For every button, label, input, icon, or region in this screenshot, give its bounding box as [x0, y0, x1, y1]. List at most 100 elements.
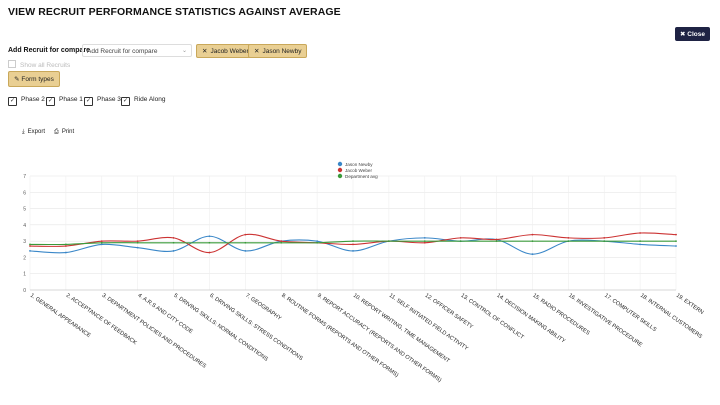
y-tick-label: 1 [23, 272, 26, 278]
data-point [423, 241, 426, 244]
data-point [459, 236, 462, 239]
x-tick-label: 15. RADIO PROCEDURES [531, 293, 590, 337]
y-tick-label: 3 [23, 239, 26, 245]
chart-series [29, 232, 677, 256]
y-tick-label: 2 [23, 255, 26, 261]
data-point [531, 240, 534, 243]
chip-label: Jason Newby [262, 48, 302, 55]
printer-icon: ⎙ [54, 129, 59, 135]
data-point [29, 243, 31, 246]
x-tick-label: 16. INVESTIGATIVE PROCEDURE [567, 293, 643, 349]
sliders-icon: ✎ [14, 76, 20, 83]
data-point [423, 236, 426, 239]
remove-chip-icon[interactable]: ✕ [202, 48, 208, 55]
legend-label[interactable]: Jacob Weber [345, 168, 372, 173]
ride-along-checkbox[interactable]: ✓ Ride Along [121, 96, 165, 106]
y-tick-label: 0 [23, 288, 26, 294]
data-point [531, 233, 534, 236]
phase-2-checkbox[interactable]: ✓ Phase 2 [8, 96, 45, 106]
x-tick-label: 2. ACCEPTANCE OF FEEDBACK [65, 293, 138, 347]
data-point [495, 240, 498, 243]
check-icon[interactable]: ✓ [121, 97, 130, 106]
data-point [567, 240, 570, 243]
close-button[interactable]: ✖ Close [675, 27, 710, 41]
data-point [531, 253, 534, 256]
phase-1-checkbox[interactable]: ✓ Phase 1 [46, 96, 83, 106]
y-tick-label: 7 [23, 174, 26, 180]
data-point [64, 245, 67, 247]
data-point [423, 240, 426, 243]
data-point [172, 250, 175, 252]
compare-select-value: Add Recruit for compare [87, 48, 158, 55]
data-point [208, 251, 211, 254]
data-point [459, 240, 462, 243]
data-point [316, 240, 319, 243]
data-point [29, 250, 31, 252]
data-point [352, 250, 354, 252]
data-point [280, 241, 283, 244]
print-button[interactable]: ⎙ Print [54, 129, 74, 136]
print-label: Print [61, 129, 75, 135]
chip-label: Jacob Weber [210, 48, 249, 55]
data-point [675, 240, 677, 243]
legend-label[interactable]: Department avg [345, 174, 378, 179]
phase-3-checkbox[interactable]: ✓ Phase 3 [84, 96, 121, 106]
export-button[interactable]: ⤓ Export [22, 129, 45, 136]
check-icon[interactable]: ✓ [8, 97, 17, 106]
data-point [136, 246, 139, 249]
phase-label: Phase 1 [59, 96, 83, 103]
y-axis: 0 1 2 3 4 5 6 7 [23, 174, 26, 294]
show-all-recruits-toggle[interactable]: Show all Recruits [8, 60, 70, 69]
recruit-compare-select[interactable]: Add Recruit for compare ⌄ [82, 44, 192, 57]
legend-marker[interactable] [337, 161, 343, 167]
data-point [100, 241, 103, 244]
form-types-button[interactable]: ✎ Form types [8, 71, 60, 87]
chip-jacob-weber[interactable]: ✕ Jacob Weber [196, 44, 255, 58]
chart-grid [29, 175, 677, 291]
legend-marker[interactable] [337, 167, 343, 173]
legend-label[interactable]: Jason Newby [345, 162, 373, 167]
chevron-down-icon: ⌄ [181, 48, 187, 54]
data-point [352, 243, 354, 246]
data-point [675, 233, 677, 236]
export-label: Export [27, 129, 45, 135]
form-types-label: Form types [21, 76, 54, 83]
data-point [136, 241, 139, 244]
page-title: VIEW RECRUIT PERFORMANCE STATISTICS AGAI… [8, 6, 341, 18]
checkbox[interactable] [8, 60, 16, 68]
x-tick-label: 7. GEOGRAPHY [244, 293, 282, 322]
chip-jason-newby[interactable]: ✕ Jason Newby [248, 44, 308, 58]
x-tick-label: 14. DECISION MAKING ABILITY [495, 293, 566, 345]
data-point [352, 240, 354, 243]
x-tick-label: 1. GENERAL APPEARANCE [29, 293, 92, 339]
check-icon[interactable]: ✓ [84, 97, 93, 106]
data-point [100, 240, 103, 243]
data-point [639, 232, 642, 234]
data-point [29, 245, 31, 247]
data-point [64, 251, 67, 254]
data-point [208, 235, 211, 238]
data-point [675, 245, 677, 247]
y-tick-label: 5 [23, 207, 26, 213]
x-icon: ✖ [680, 31, 686, 38]
data-point [280, 240, 283, 243]
download-icon: ⤓ [22, 129, 25, 135]
compare-label: Add Recruit for compare [8, 47, 91, 54]
data-point [244, 250, 247, 252]
phase-label: Phase 2 [21, 96, 45, 103]
data-point [567, 236, 570, 239]
data-point [387, 240, 390, 243]
data-point [316, 241, 319, 244]
data-point [603, 240, 606, 243]
x-tick-label: 19. EXTERN [675, 293, 705, 316]
remove-chip-icon[interactable]: ✕ [254, 48, 260, 55]
data-point [100, 243, 103, 246]
check-icon[interactable]: ✓ [46, 97, 55, 106]
legend-marker[interactable] [337, 173, 343, 179]
close-button-label: Close [687, 31, 705, 38]
phase-label: Phase 3 [97, 96, 121, 103]
x-tick-label: 9. REPORT ACCURACY (REPORTS AND OTHER FO… [316, 293, 442, 384]
